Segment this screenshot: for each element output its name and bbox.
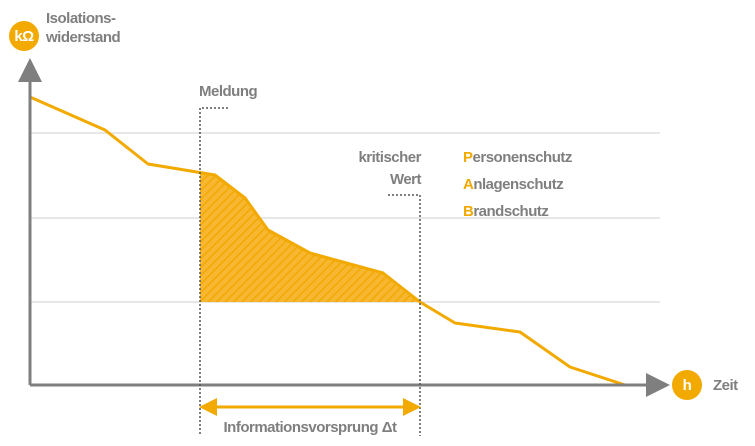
rest: ersonenschutz [473,149,572,166]
span-label: Informationsvorsprung Δt [224,419,397,436]
axes [18,58,670,397]
x-unit-badge [672,370,702,400]
y-unit-badge [9,21,39,51]
protection-item: Personenschutz [463,149,572,166]
critical-label: Wert [390,171,422,188]
rest: nlagenschutz [473,176,563,193]
initial: B [463,203,474,220]
x-label: Zeit [713,377,738,394]
critical-label: kritischer [358,149,421,166]
info-area [200,173,420,302]
x-unit: h [683,377,692,394]
y-label: widerstand [45,29,121,46]
protection-item: Brandschutz [463,203,548,220]
rest: randschutz [473,203,548,220]
protection-item: Anlagenschutz [463,176,563,193]
alarm-label: Meldung [199,83,257,100]
y-unit: kΩ [14,28,34,45]
initial: P [463,149,473,166]
curve [29,95,626,387]
initial: A [463,176,474,193]
y-label: Isolations- [46,10,116,27]
dashed-lines [199,107,421,436]
